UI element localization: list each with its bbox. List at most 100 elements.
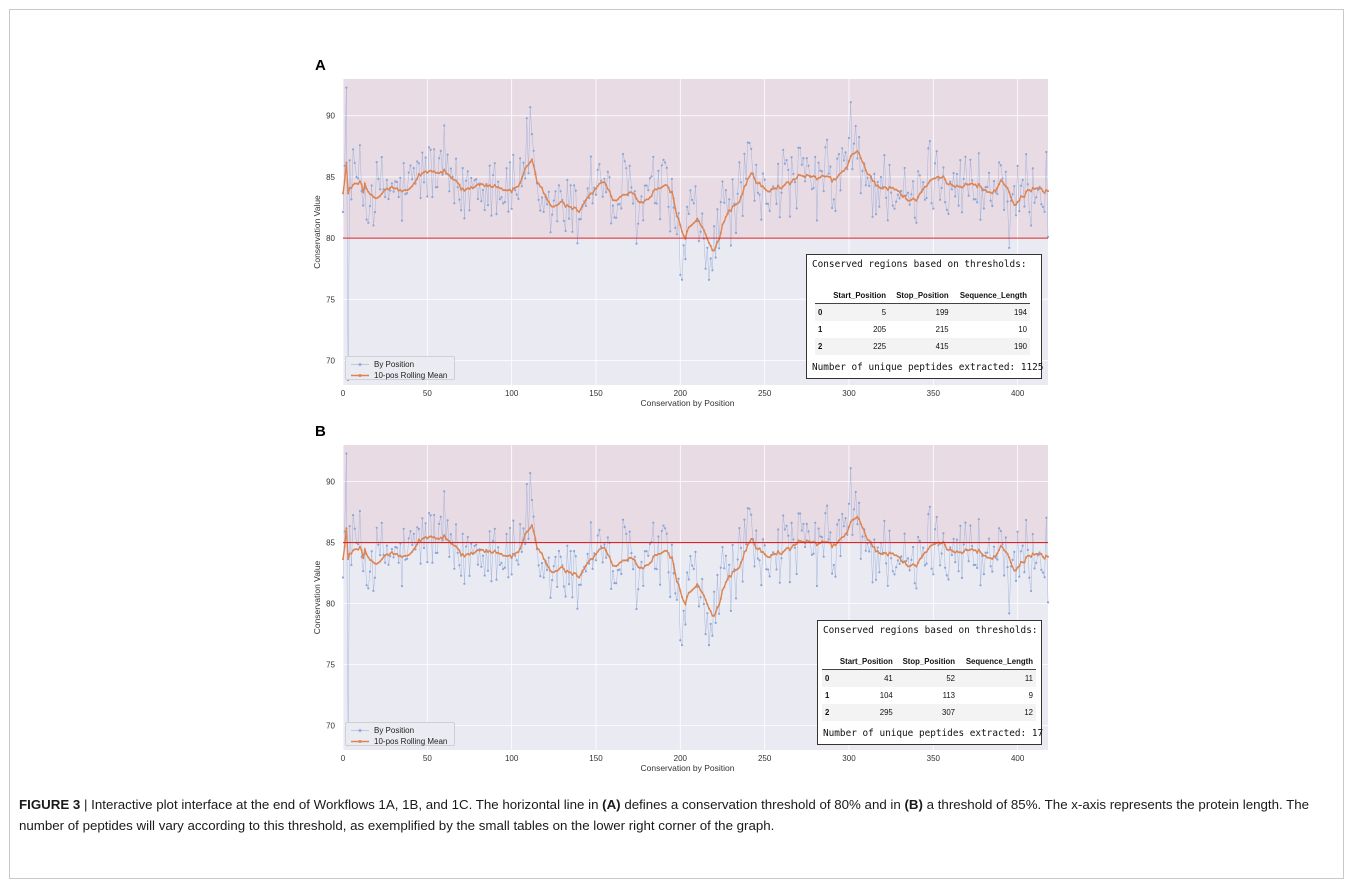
by-position-point (557, 184, 561, 187)
by-position-point (375, 526, 378, 529)
by-position-point (842, 159, 846, 162)
by-position-point (633, 555, 636, 558)
by-position-point (679, 273, 682, 276)
rolling-mean-point (482, 549, 484, 551)
by-position-point (529, 472, 532, 475)
rolling-mean-point (797, 539, 800, 542)
by-position-point (492, 174, 495, 177)
by-position-point (659, 218, 662, 221)
by-position-point (385, 544, 388, 547)
by-position-point (704, 267, 707, 270)
by-position-point (434, 186, 437, 189)
rolling-mean-point (1031, 552, 1034, 555)
by-position-point (453, 202, 456, 205)
rolling-mean-point (439, 536, 442, 539)
by-position-point (618, 202, 621, 205)
by-position-point (500, 196, 503, 199)
cell-stop: 415 (889, 338, 952, 355)
by-position-point (1001, 177, 1004, 180)
rolling-mean-point (827, 175, 830, 178)
by-position-point (903, 532, 906, 535)
rolling-mean-point (1020, 195, 1022, 198)
chart-panel-b[interactable]: 0 50 100 150 200 250 300 350 4007075808590Conser… (0, 0, 1354, 790)
rolling-mean-point (934, 543, 936, 545)
rolling-mean-point (493, 549, 496, 552)
conserved-regions-table-a: Conserved regions based on thresholds: S… (806, 254, 1043, 379)
by-position-point (728, 563, 731, 567)
rolling-mean-point (443, 534, 446, 537)
by-position-point (849, 101, 852, 104)
legend-item-rolling-mean: 10-pos Rolling Mean (351, 736, 449, 747)
rolling-mean-point (367, 556, 370, 559)
by-position-point (969, 158, 972, 161)
x-tick-label: 200 (674, 754, 688, 763)
by-position-point (895, 566, 898, 569)
rolling-mean-point (382, 556, 385, 559)
rolling-mean-point (409, 186, 412, 189)
rolling-mean-point (520, 543, 523, 545)
by-position-point (517, 563, 520, 566)
rolling-mean-point (596, 185, 599, 187)
rolling-mean-point (394, 553, 397, 556)
rolling-mean-point (1018, 565, 1021, 568)
by-position-point (989, 199, 992, 202)
by-position-point (551, 213, 554, 216)
rolling-mean-point (841, 170, 844, 173)
x-tick-label: 250 (758, 389, 772, 398)
by-position-point (625, 532, 628, 536)
by-position-point (804, 545, 807, 549)
rolling-mean-point (613, 564, 616, 567)
cell-start: 5 (826, 303, 890, 321)
by-position-point (999, 164, 1002, 167)
rolling-mean-point (945, 548, 948, 551)
by-position-point (739, 181, 743, 184)
by-position-point (1025, 518, 1028, 522)
rolling-mean-point (797, 173, 800, 176)
rolling-mean-point (645, 564, 648, 567)
by-position-point (1019, 550, 1023, 553)
by-position-point (503, 566, 506, 569)
rolling-mean-point (728, 209, 731, 212)
by-position-point (422, 546, 426, 550)
by-position-point (427, 511, 431, 515)
rolling-mean-point (760, 185, 763, 188)
rolling-mean-point (532, 530, 535, 533)
by-position-point (411, 178, 414, 181)
rolling-mean-point (726, 578, 729, 581)
rolling-mean-point (522, 538, 525, 541)
rolling-mean-point (487, 551, 489, 553)
by-position-point (729, 244, 733, 247)
by-position-point (883, 519, 886, 523)
by-position-point (716, 573, 719, 577)
by-position-point (650, 175, 653, 178)
by-position-point (522, 527, 525, 530)
by-position-point (883, 154, 886, 157)
by-position-point (689, 189, 692, 192)
rolling-mean-point (1013, 569, 1016, 572)
by-position-point (677, 577, 680, 580)
by-position-point (812, 186, 815, 190)
rolling-mean-point (444, 171, 447, 174)
by-position-point (652, 521, 655, 524)
by-position-point (1030, 224, 1033, 227)
by-position-point (815, 219, 819, 222)
rolling-mean-point (485, 183, 488, 186)
by-position-point (564, 229, 567, 233)
rolling-mean-point (758, 547, 761, 550)
by-position-point (426, 561, 429, 564)
rolling-mean-point (593, 554, 596, 557)
rolling-mean-point (713, 614, 716, 617)
peptide-count-b: Number of unique peptides extracted: 17 (823, 728, 1044, 739)
rolling-mean-point (1033, 553, 1036, 556)
rolling-mean-point (443, 168, 446, 171)
by-position-point (1038, 551, 1041, 554)
by-position-point (596, 534, 599, 537)
by-position-point (775, 568, 778, 571)
by-position-point (409, 164, 412, 167)
by-position-point (859, 192, 862, 195)
by-position-point (365, 584, 368, 587)
rolling-mean-point (342, 192, 344, 195)
by-position-point (895, 200, 898, 203)
rolling-mean-point (905, 563, 908, 566)
by-position-point (819, 169, 822, 172)
